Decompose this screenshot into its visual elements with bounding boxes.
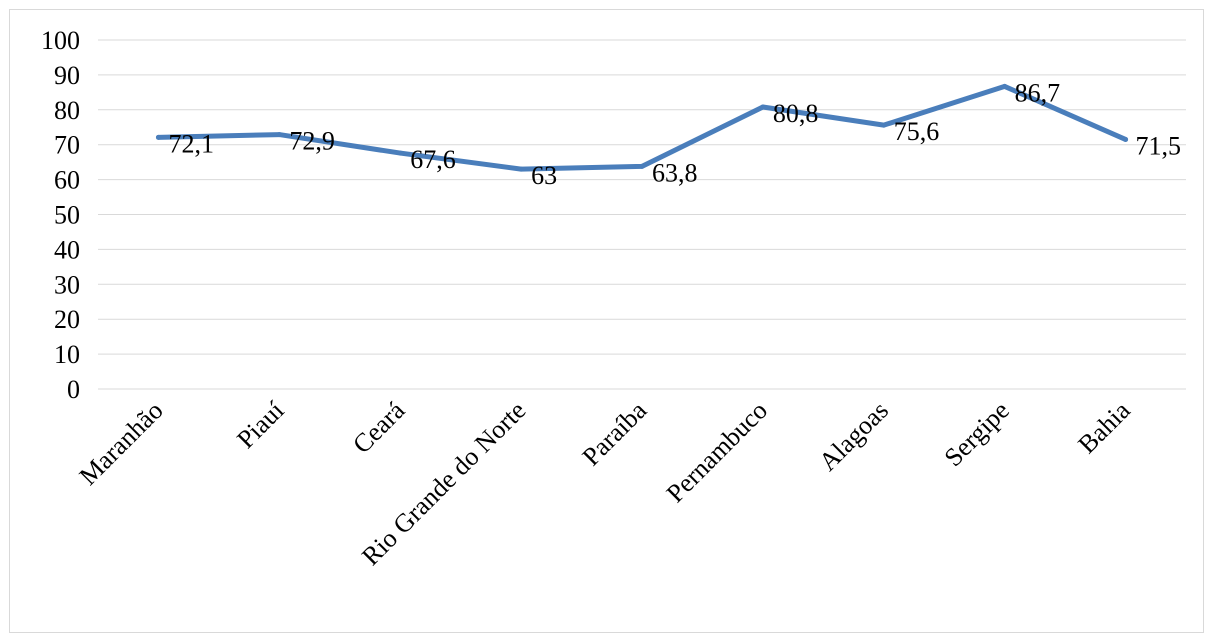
y-axis-ticks: 0 10 20 30 40 50 60 70 80 90 100 (41, 26, 80, 404)
y-tick-label: 0 (67, 375, 80, 404)
x-category-label: Pernambuco (661, 396, 773, 508)
x-category-label: Maranhão (74, 396, 169, 491)
y-tick-label: 90 (54, 61, 80, 90)
y-tick-label: 50 (54, 201, 80, 230)
y-tick-label: 100 (41, 26, 80, 55)
x-category-label: Sergipe (939, 396, 1015, 472)
data-point (881, 122, 887, 128)
data-label: 75,6 (894, 117, 940, 146)
y-tick-label: 80 (54, 96, 80, 125)
data-label: 72,9 (289, 127, 335, 156)
data-label: 67,6 (410, 145, 456, 174)
data-point (397, 150, 403, 156)
x-category-label: Paraíba (577, 395, 653, 471)
data-labels: 72,1 72,9 67,6 63 63,8 80,8 75,6 86,7 71,5 (168, 78, 1181, 190)
data-point (155, 134, 161, 140)
data-label: 63,8 (652, 158, 698, 187)
y-tick-label: 60 (54, 166, 80, 195)
data-label: 72,1 (168, 129, 214, 158)
x-category-label: Alagoas (813, 396, 894, 477)
y-tick-label: 40 (54, 235, 80, 264)
series-layer (155, 83, 1129, 172)
data-label: 80,8 (773, 99, 819, 128)
data-point (760, 104, 766, 110)
data-label: 63 (531, 161, 557, 190)
gridlines (98, 39, 1186, 390)
data-point (518, 166, 524, 172)
y-tick-label: 30 (54, 270, 80, 299)
x-category-label: Bahia (1072, 395, 1136, 459)
x-category-label: Ceará (347, 395, 411, 459)
data-label: 71,5 (1136, 131, 1182, 160)
data-point (1002, 83, 1008, 89)
chart-frame (9, 9, 1204, 633)
x-category-label: Piauí (231, 396, 289, 454)
data-point (1123, 136, 1129, 142)
data-label: 86,7 (1015, 78, 1061, 107)
y-tick-label: 70 (54, 131, 80, 160)
data-point (639, 163, 645, 169)
y-tick-label: 10 (54, 340, 80, 369)
data-point (276, 132, 282, 138)
y-tick-label: 20 (54, 305, 80, 334)
